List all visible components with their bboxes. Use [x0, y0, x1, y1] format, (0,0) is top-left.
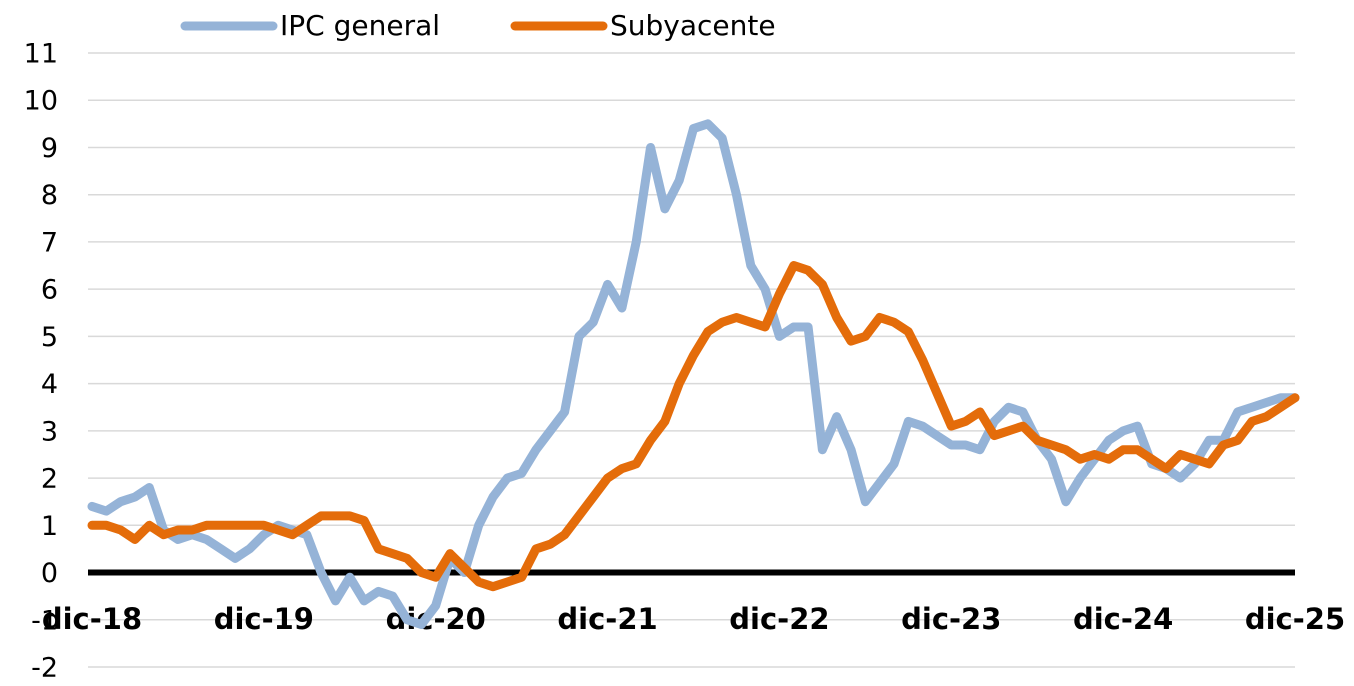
x-tick-label: dic-21: [557, 602, 657, 636]
y-tick-label: 0: [41, 558, 58, 589]
legend-label: Subyacente: [610, 9, 776, 42]
y-tick-label: 3: [41, 416, 58, 447]
x-tick-label: dic-25: [1245, 602, 1345, 636]
legend-label: IPC general: [280, 9, 440, 42]
y-tick-label: 5: [41, 322, 58, 353]
series-line: [87, 261, 1300, 592]
x-tick-label: dic-18: [42, 602, 142, 636]
y-tick-label: 11: [24, 39, 58, 70]
y-tick-label: 9: [41, 133, 58, 164]
y-tick-label: -2: [31, 653, 58, 684]
y-tick-label: 6: [41, 275, 58, 306]
y-tick-label: 10: [24, 86, 58, 117]
y-tick-label: 1: [41, 511, 58, 542]
y-tick-label: 2: [41, 464, 58, 495]
y-tick-label: -1: [31, 605, 58, 636]
y-tick-label: 4: [41, 369, 58, 400]
x-tick-label: dic-22: [729, 602, 829, 636]
y-tick-label: 8: [41, 180, 58, 211]
x-tick-label: dic-23: [901, 602, 1001, 636]
y-tick-label: 7: [41, 227, 58, 258]
x-tick-label: dic-19: [214, 602, 314, 636]
x-tick-label: dic-24: [1073, 602, 1173, 636]
series-line: [87, 119, 1300, 629]
